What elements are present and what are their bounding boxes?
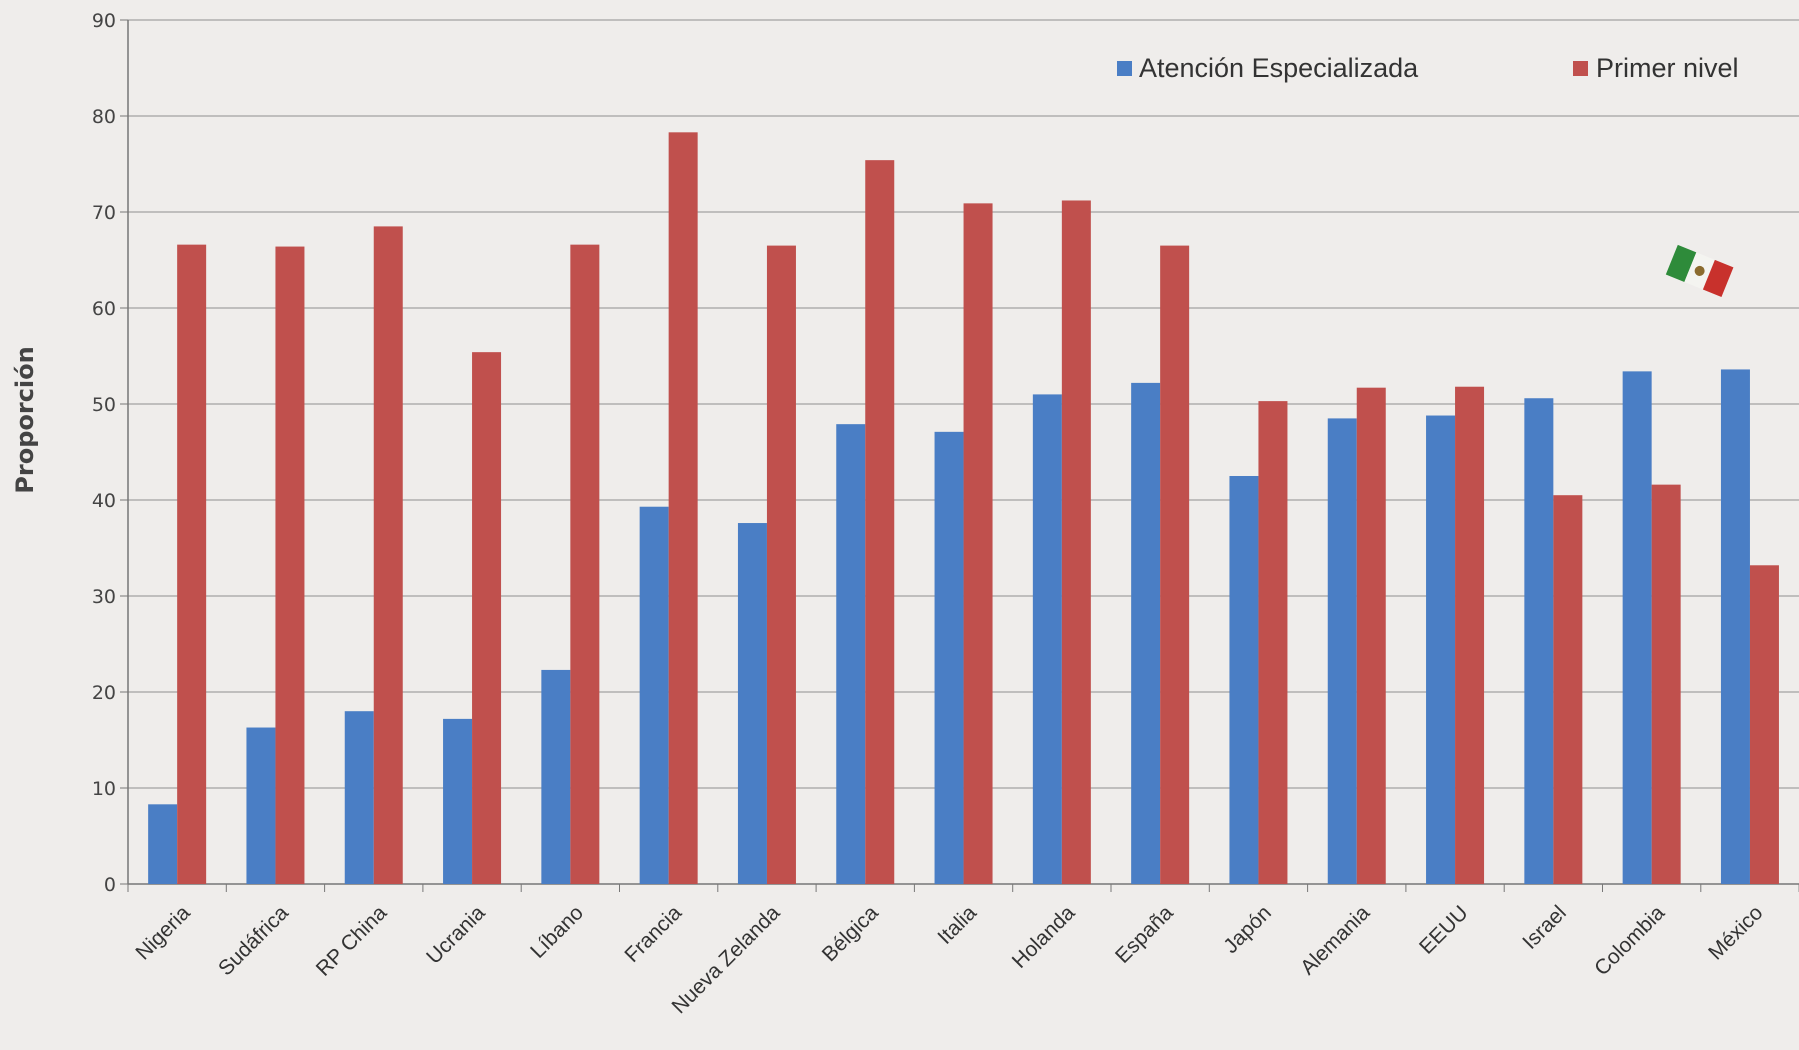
y-tick-label: 40 — [92, 490, 116, 512]
category-label: Bélgica — [818, 901, 883, 966]
bar-primer-nivel — [766, 245, 796, 885]
y-tick-label: 20 — [92, 682, 116, 704]
y-axis-label: Proporción — [11, 346, 39, 493]
category-label: RP China — [312, 901, 392, 981]
bar-primer-nivel — [177, 244, 207, 884]
bar-primer-nivel — [1258, 401, 1288, 884]
category-label: Holanda — [1008, 901, 1080, 973]
mexico-flag-icon — [1665, 244, 1734, 298]
legend: Atención Especializada Primer nivel — [1117, 53, 1739, 83]
bar-atencion — [1720, 369, 1750, 884]
bar-atencion — [541, 669, 571, 884]
category-label: México — [1704, 901, 1767, 964]
bars — [148, 132, 1779, 885]
category-label: Sudáfrica — [214, 901, 293, 980]
bar-atencion — [246, 727, 276, 884]
category-label: Japón — [1219, 901, 1276, 958]
y-tick-label: 80 — [92, 106, 116, 128]
bar-atencion — [1524, 398, 1554, 884]
bar-primer-nivel — [373, 226, 403, 884]
category-label: Nigeria — [131, 901, 195, 965]
legend-swatch-atencion — [1117, 61, 1132, 76]
x-axis — [127, 20, 1799, 892]
bar-primer-nivel — [1061, 200, 1091, 885]
legend-label-atencion: Atención Especializada — [1139, 53, 1419, 83]
y-tick-label: 60 — [92, 298, 116, 320]
bar-atencion — [737, 523, 767, 884]
bar-primer-nivel — [1356, 387, 1386, 884]
bar-atencion — [1622, 371, 1652, 884]
y-tick-label: 90 — [92, 10, 116, 32]
bar-primer-nivel — [472, 352, 502, 884]
category-label: Francia — [620, 901, 686, 967]
bar-primer-nivel — [570, 244, 600, 884]
bar-primer-nivel — [963, 203, 993, 885]
y-tick-label: 0 — [104, 874, 116, 896]
category-label: España — [1111, 901, 1178, 968]
bar-atencion — [148, 804, 178, 884]
bar-primer-nivel — [668, 132, 698, 884]
bar-atencion — [1426, 415, 1456, 884]
bar-atencion — [934, 431, 964, 884]
y-tick-label: 50 — [92, 394, 116, 416]
bar-atencion — [1032, 394, 1062, 884]
bar-primer-nivel — [1455, 386, 1485, 884]
legend-swatch-primer-nivel — [1573, 61, 1588, 76]
y-tick-label: 70 — [92, 202, 116, 224]
bar-atencion — [639, 506, 669, 884]
bar-atencion — [1327, 418, 1357, 884]
bar-atencion — [443, 718, 473, 884]
bar-primer-nivel — [1651, 484, 1681, 884]
bar-primer-nivel — [275, 246, 305, 884]
legend-label-primer-nivel: Primer nivel — [1596, 53, 1739, 83]
bar-primer-nivel — [1749, 565, 1779, 884]
bar-primer-nivel — [1553, 495, 1583, 884]
bar-atencion — [1131, 382, 1161, 884]
bar-atencion — [344, 711, 374, 884]
category-label: Líbano — [526, 901, 588, 963]
bar-primer-nivel — [1160, 245, 1190, 885]
category-label: Colombia — [1590, 901, 1669, 980]
y-tick-label: 10 — [92, 778, 116, 800]
y-axis-ticks: 0 10 20 30 40 50 60 70 80 90 — [92, 10, 128, 896]
bar-atencion — [1229, 476, 1259, 884]
category-label: Israel — [1518, 901, 1571, 954]
category-label: Ucrania — [422, 901, 490, 969]
category-label: EEUU — [1415, 901, 1473, 959]
y-tick-label: 30 — [92, 586, 116, 608]
category-labels: Nigeria Sudáfrica RP China Ucrania Líbano Fra… — [131, 901, 1767, 1018]
bar-primer-nivel — [865, 160, 895, 884]
category-label: Italia — [933, 901, 981, 949]
bar-atencion — [836, 424, 866, 884]
category-label: Alemania — [1296, 901, 1374, 979]
